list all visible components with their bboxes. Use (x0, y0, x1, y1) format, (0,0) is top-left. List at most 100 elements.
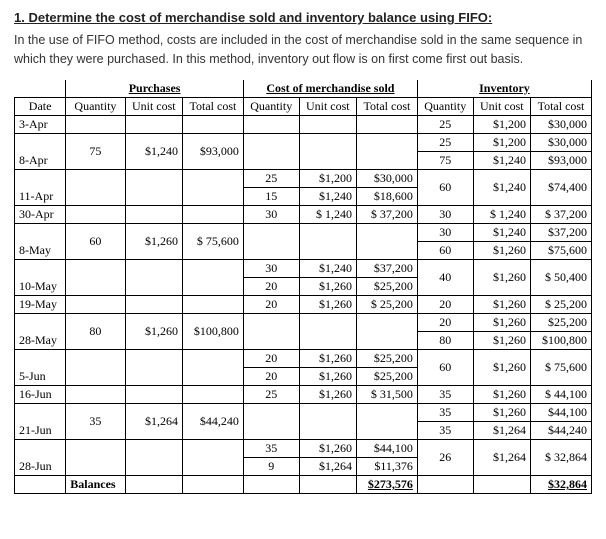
cell (125, 115, 182, 133)
col-pur-tc: Total cost (183, 97, 244, 115)
cell: $44,100 (531, 403, 592, 421)
col-inv-tc: Total cost (531, 97, 592, 115)
table-row: 8-May60$1,260$ 75,60030$1,240$37,200 (15, 223, 592, 241)
inventory-header: Inventory (417, 80, 591, 98)
cell: $ 75,600 (531, 349, 592, 385)
cell: $30,000 (531, 115, 592, 133)
cell (299, 133, 356, 169)
date-cell: 19-May (15, 295, 66, 313)
cell: 30 (243, 205, 299, 223)
cell: $ 75,600 (183, 223, 244, 259)
cell: $1,200 (473, 115, 530, 133)
cell: $30,000 (531, 133, 592, 151)
cell (299, 223, 356, 259)
cell: $1,240 (473, 223, 530, 241)
table-row: 11-Apr25$1,200$30,00060$1,240$74,400 (15, 169, 592, 187)
cell (243, 115, 299, 133)
cell: $1,260 (299, 295, 356, 313)
cell (183, 205, 244, 223)
cell (357, 133, 418, 169)
cell: 20 (243, 277, 299, 295)
cell: $1,240 (299, 187, 356, 205)
cell (125, 259, 182, 295)
cell (183, 349, 244, 385)
cell: $1,240 (473, 169, 530, 205)
cell (125, 439, 182, 475)
cell (357, 223, 418, 259)
table-row: 28-Jun35$1,260$44,10026$1,264$ 32,864 (15, 439, 592, 457)
cell (183, 259, 244, 295)
cell: 35 (417, 421, 473, 439)
cell (357, 313, 418, 349)
cell (125, 385, 182, 403)
group-header-row: Purchases Cost of merchandise sold Inven… (15, 80, 592, 98)
cell: 25 (417, 115, 473, 133)
cell: $ 50,400 (531, 259, 592, 295)
cell: $1,240 (299, 259, 356, 277)
table-row: 8-Apr75$1,240$93,00025$1,200$30,000 (15, 133, 592, 151)
cell: 20 (417, 295, 473, 313)
cell (243, 403, 299, 439)
cell: 25 (243, 385, 299, 403)
cell: $1,260 (299, 385, 356, 403)
cell (125, 349, 182, 385)
cell: 20 (243, 367, 299, 385)
cell: 15 (243, 187, 299, 205)
cell (66, 205, 125, 223)
cell: $1,260 (299, 277, 356, 295)
balances-label: Balances (66, 475, 125, 493)
cell: $1,200 (299, 169, 356, 187)
cell (357, 115, 418, 133)
cell: $1,264 (473, 421, 530, 439)
cell (66, 295, 125, 313)
col-cogs-tc: Total cost (357, 97, 418, 115)
cell: $ 37,200 (357, 205, 418, 223)
cell: $25,200 (357, 277, 418, 295)
cell: $1,264 (473, 439, 530, 475)
table-row: 30-Apr30$ 1,240$ 37,20030$ 1,240$ 37,200 (15, 205, 592, 223)
cell: $1,260 (473, 313, 530, 331)
cell: $25,200 (357, 367, 418, 385)
cell: $93,000 (531, 151, 592, 169)
cell (243, 223, 299, 259)
date-cell: 28-May (15, 313, 66, 349)
date-cell: 10-May (15, 259, 66, 295)
cell (243, 313, 299, 349)
cell: 60 (417, 349, 473, 385)
cell (66, 349, 125, 385)
cell: $ 25,200 (357, 295, 418, 313)
cell: $37,200 (531, 223, 592, 241)
purchases-header: Purchases (66, 80, 244, 98)
cell: $1,260 (125, 223, 182, 259)
table-row: 10-May30$1,240$37,20040$1,260$ 50,400 (15, 259, 592, 277)
cell: $1,200 (473, 133, 530, 151)
balances-inv: $32,864 (531, 475, 592, 493)
cell: $1,260 (299, 367, 356, 385)
date-cell: 16-Jun (15, 385, 66, 403)
cell: $37,200 (357, 259, 418, 277)
balances-cogs: $273,576 (357, 475, 418, 493)
cell: $ 32,864 (531, 439, 592, 475)
cell (66, 385, 125, 403)
cell: 75 (417, 151, 473, 169)
cell: $1,260 (473, 259, 530, 295)
cell: 60 (417, 241, 473, 259)
cell: 25 (243, 169, 299, 187)
cell: $1,260 (473, 295, 530, 313)
cell (243, 133, 299, 169)
cell: $ 37,200 (531, 205, 592, 223)
cell: 30 (417, 223, 473, 241)
cell: 30 (417, 205, 473, 223)
cell: 35 (417, 385, 473, 403)
cell: $100,800 (183, 313, 244, 349)
table-row: 19-May20$1,260$ 25,20020$1,260$ 25,200 (15, 295, 592, 313)
cell: $ 1,240 (299, 205, 356, 223)
cell (183, 115, 244, 133)
cell: 80 (417, 331, 473, 349)
cell: 35 (66, 403, 125, 439)
col-inv-qty: Quantity (417, 97, 473, 115)
cell (183, 169, 244, 205)
cell: $11,376 (357, 457, 418, 475)
cell: 30 (243, 259, 299, 277)
cell: $1,240 (125, 133, 182, 169)
